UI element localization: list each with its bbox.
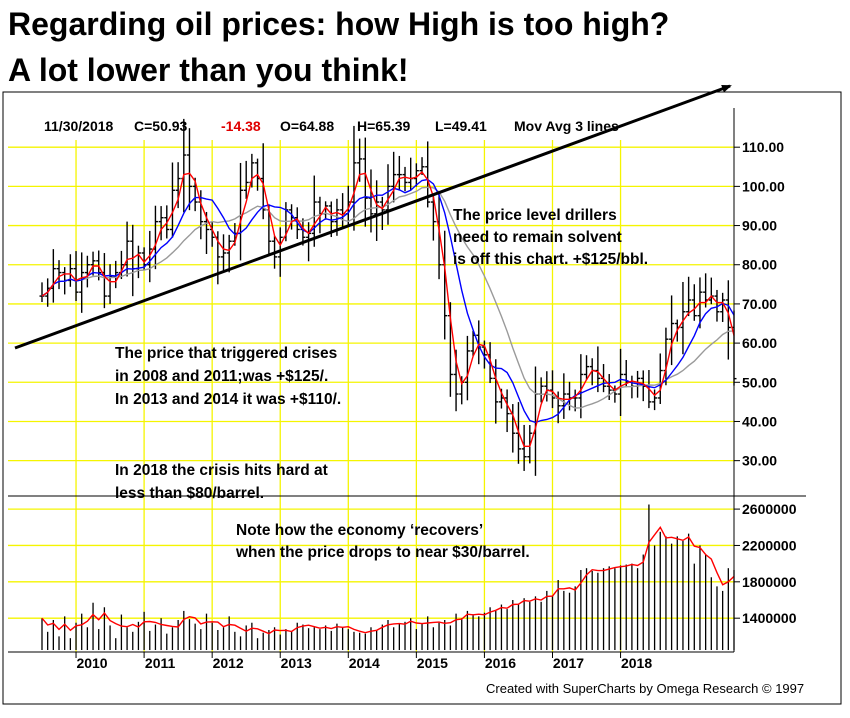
annotation-crises-2: in 2008 and 2011;was +$125/. [115,368,328,385]
gridlines [8,140,734,652]
credit-text: Created with SuperCharts by Omega Resear… [486,681,804,696]
title-line-1: Regarding oil prices: how High is too hi… [8,6,670,42]
header-close: C=50.93 [134,118,188,134]
volume-average-line [41,526,735,635]
annotation-2018-1: In 2018 the crisis hits hard at [115,462,328,479]
header-open: O=64.88 [280,118,334,134]
annotation-2018-2: less than $80/barrel. [115,485,264,502]
header-change: -14.38 [221,118,261,134]
annotation-drillers-3: is off this chart. +$125/bbl. [453,251,648,268]
year-tick-label: 2016 [485,655,516,671]
annotation-crises-1: The price that triggered crises [115,345,337,362]
axes: 30.00 40.00 50.00 60.00 70.00 80.00 90.00 100.0… [8,108,806,671]
header-low: L=49.41 [435,118,487,134]
annotation-drillers-2: need to remain solvent [453,229,622,246]
year-tick-label: 2018 [621,655,652,671]
price-tick-label: 100.00 [742,178,785,194]
year-tick-label: 2012 [213,655,244,671]
price-tick-label: 40.00 [742,413,777,429]
moving-average-slow [41,186,735,409]
year-tick-label: 2011 [145,655,176,671]
trend-line-arrow [14,84,732,350]
price-tick-label: 30.00 [742,453,777,469]
annotation-recovery-1: Note how the economy ‘recovers’ [236,522,483,539]
volume-tick-label: 1800000 [742,574,797,590]
header-date: 11/30/2018 [44,118,114,134]
year-tick-label: 2014 [349,655,380,671]
annotation-crises-3: In 2013 and 2014 it was +$110/. [115,391,341,408]
price-tick-label: 90.00 [742,218,777,234]
annotation-recovery-2: when the price drops to near $30/barrel. [235,544,530,561]
chart-frame [2,91,842,705]
price-tick-label: 50.00 [742,374,777,390]
annotation-drillers-1: The price level drillers [453,207,617,224]
year-tick-label: 2013 [281,655,312,671]
moving-average-mid [41,178,735,424]
header-high: H=65.39 [357,118,411,134]
year-tick-label: 2017 [553,655,584,671]
header-indicator: Mov Avg 3 lines [514,118,619,134]
volume-bars [41,504,735,650]
price-tick-label: 70.00 [742,296,777,312]
volume-tick-label: 2600000 [742,501,797,517]
annotations: The price level drillers need to remain … [115,207,648,561]
moving-average-fast [41,170,735,447]
year-tick-label: 2010 [76,655,107,671]
price-tick-label: 80.00 [742,257,777,273]
volume-tick-label: 1400000 [742,610,797,626]
status-header: 11/30/2018 C=50.93 -14.38 O=64.88 H=65.3… [44,118,619,134]
moving-average-lines [41,170,735,447]
volume-tick-label: 2200000 [742,537,797,553]
price-tick-label: 60.00 [742,335,777,351]
year-tick-label: 2015 [417,655,448,671]
title-line-2: A lot lower than you think! [8,52,409,88]
price-tick-label: 110.00 [742,139,784,155]
